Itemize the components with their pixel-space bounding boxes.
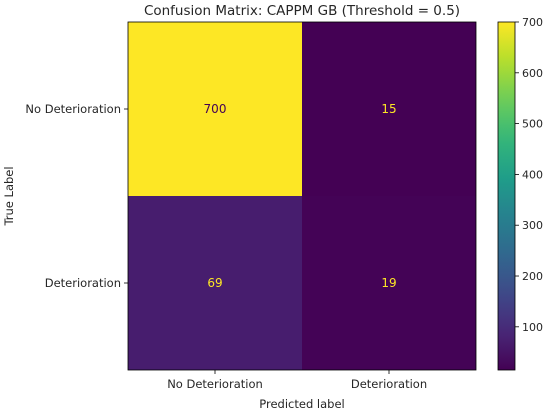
- cell-value-label: 69: [207, 276, 222, 290]
- colorbar-tick-label: 700: [522, 16, 543, 29]
- colorbar-tick-label: 100: [522, 321, 543, 334]
- y-axis-label: True Label: [2, 166, 16, 226]
- colorbar-frame: [497, 21, 516, 371]
- matrix-cells: [128, 22, 476, 370]
- x-tick-label: No Deterioration: [167, 377, 263, 391]
- colorbar-tick-label: 600: [522, 67, 543, 80]
- matrix-cell: [302, 196, 476, 370]
- x-tick-label: Deterioration: [351, 377, 427, 391]
- cell-value-label: 700: [204, 102, 227, 116]
- plot-frame: [127, 21, 477, 371]
- matrix-cell-labels: 700 15 69 19: [204, 102, 397, 290]
- matrix-cell: [128, 196, 302, 370]
- y-tick-label: No Deterioration: [25, 102, 121, 116]
- matrix-cell: [302, 22, 476, 196]
- x-axis-ticks: No Deterioration Deterioration: [167, 370, 427, 391]
- colorbar: [498, 22, 515, 370]
- colorbar-tick-label: 200: [522, 270, 543, 283]
- cell-value-label: 19: [381, 276, 396, 290]
- y-axis-ticks: No Deterioration Deterioration: [25, 102, 128, 290]
- x-axis-label: Predicted label: [259, 397, 344, 411]
- colorbar-tick-label: 300: [522, 219, 543, 232]
- y-tick-label: Deterioration: [45, 276, 121, 290]
- colorbar-tick-label: 500: [522, 118, 543, 131]
- colorbar-tick-label: 400: [522, 168, 543, 181]
- cell-value-label: 15: [381, 102, 396, 116]
- matrix-cell: [128, 22, 302, 196]
- colorbar-ticks: 100 200 300 400 500 600 700: [515, 16, 543, 334]
- chart-title: Confusion Matrix: CAPPM GB (Threshold = …: [144, 3, 460, 19]
